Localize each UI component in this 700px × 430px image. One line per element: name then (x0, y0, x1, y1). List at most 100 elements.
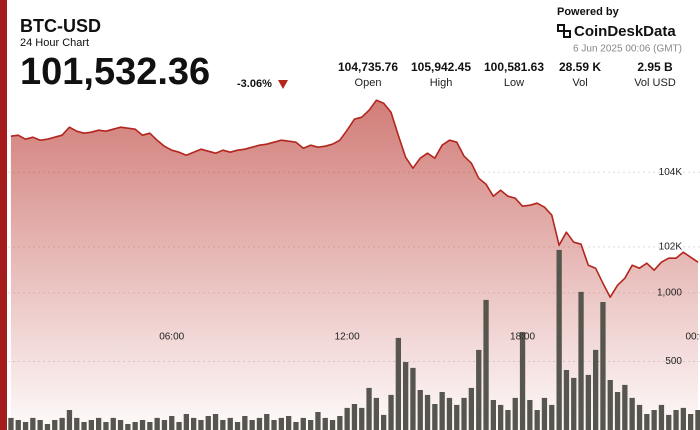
volume-bar (651, 410, 657, 430)
volume-bar (264, 414, 270, 430)
change: -3.06% (237, 78, 272, 90)
stat-label: Vol (572, 77, 587, 89)
volume-bar (359, 407, 365, 430)
volume-bar (505, 410, 511, 430)
volume-bar (8, 417, 14, 430)
price: 101,532.36 (20, 51, 210, 93)
volume-bar (125, 424, 131, 430)
volume-bar (308, 420, 314, 430)
volume-bar (147, 422, 153, 430)
volume-bar (366, 387, 372, 430)
plot-area: 102K 104K 500 1,000 06:00 12:00 18:00 00:00 (8, 99, 700, 430)
y-tick-label: 500 (665, 356, 682, 367)
volume-bar (556, 249, 562, 430)
volume-bar (432, 404, 438, 430)
stat-label: High (430, 77, 453, 89)
volume-bar (344, 407, 350, 430)
volume-bar (96, 417, 102, 430)
volume-bar (629, 397, 635, 430)
y-tick-label: 1,000 (657, 288, 682, 299)
price-line (10, 99, 699, 298)
stat-label: Low (504, 77, 524, 89)
title: BTC-USD (20, 16, 101, 36)
x-tick-label: 00:00 (685, 332, 700, 343)
volume-bar (403, 362, 409, 430)
volume-bar (644, 414, 650, 430)
volume-bar (658, 404, 665, 430)
stat-value: 100,581.63 (484, 60, 544, 74)
volume-bar (351, 404, 358, 430)
volume-bar (468, 387, 474, 430)
volume-bar (424, 394, 431, 430)
volume-bar (483, 299, 489, 430)
volume-bar (578, 291, 584, 430)
volume-bar (59, 417, 65, 430)
volume-bar (329, 420, 336, 430)
y-tick-label: 102K (659, 242, 683, 253)
stat-value: 104,735.76 (338, 60, 398, 74)
volume-bar (695, 410, 700, 430)
volume-bar (519, 332, 526, 430)
volume-bar (169, 416, 175, 430)
volume-bar (191, 417, 197, 430)
volume-bar (30, 417, 36, 430)
volume-bar (563, 370, 570, 430)
subtitle: 24 Hour Chart (20, 37, 89, 49)
volume-bar (410, 367, 416, 430)
volume-bar (571, 377, 577, 430)
volume-bar (673, 410, 679, 430)
volume-bar (666, 414, 672, 430)
volume-bar (461, 397, 467, 430)
volume-bar (74, 417, 80, 430)
volume-bar (417, 390, 423, 430)
volume-bar (585, 374, 591, 430)
x-tick-label: 18:00 (510, 332, 535, 343)
volume-bar (439, 392, 445, 430)
volume-bar (132, 422, 138, 430)
volume-bar (373, 397, 379, 430)
volume-bar (622, 384, 628, 430)
volume-bar (300, 417, 306, 430)
volume-bar (256, 417, 263, 430)
volume-bar (242, 416, 248, 430)
stat-label: Vol USD (634, 77, 676, 89)
volume-bar (476, 349, 482, 430)
volume-bar (81, 422, 87, 430)
volume-bar (541, 397, 548, 430)
volume-bar (534, 410, 540, 430)
volume-bar (271, 420, 277, 430)
brand-logo (557, 24, 571, 38)
volume-bar (680, 407, 686, 430)
volume-bar (176, 422, 182, 430)
volume-bar (490, 400, 496, 430)
volume-bar (52, 420, 58, 430)
volume-bar (614, 392, 621, 430)
volume-bar (103, 422, 109, 430)
accent-bar (0, 0, 7, 430)
volume-bar (22, 422, 29, 430)
volume-bar (154, 417, 160, 430)
stat-label: Open (355, 77, 382, 89)
volume-bar (315, 412, 321, 430)
volume-bar (688, 414, 694, 430)
volume-bar (220, 420, 226, 430)
x-tick-label: 06:00 (159, 332, 184, 343)
volume-bar (607, 380, 613, 430)
volume-bar (198, 420, 204, 430)
stat-value: 28.59 K (559, 60, 601, 74)
volume-bar (234, 422, 241, 430)
volume-bar (512, 397, 518, 430)
y-tick-label: 104K (659, 167, 683, 178)
brand: CoinDeskData (574, 23, 676, 40)
volume-bar (593, 349, 599, 430)
volume-bar (66, 410, 73, 430)
volume-bar (549, 404, 555, 430)
timestamp: 6 Jun 2025 00:06 (GMT) (573, 44, 682, 55)
down-arrow (278, 80, 288, 89)
volume-bar (454, 404, 460, 430)
powered-by: Powered by (557, 6, 620, 18)
stat-value: 2.95 B (637, 60, 673, 74)
volume-bar (337, 416, 343, 430)
